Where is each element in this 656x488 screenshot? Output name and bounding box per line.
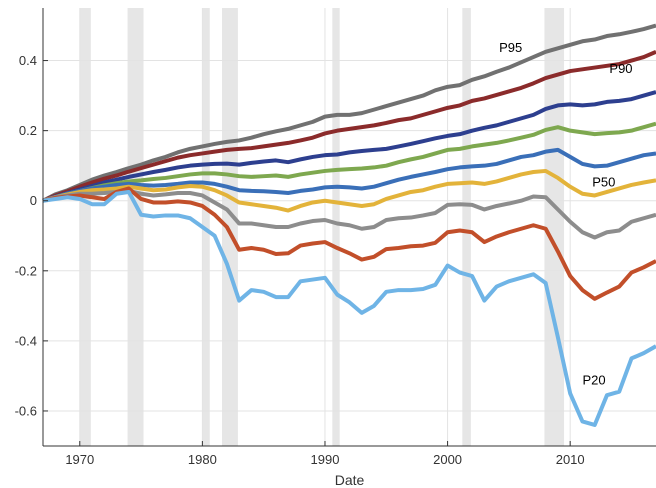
series-label-p90: P90 <box>609 61 632 76</box>
y-tick-label: -0.2 <box>15 263 37 278</box>
y-tick-label: 0.2 <box>19 123 37 138</box>
x-tick-label: 1990 <box>311 452 340 467</box>
y-tick-label: -0.6 <box>15 403 37 418</box>
series-line-p80 <box>42 90 656 203</box>
recession-band-3 <box>202 8 210 446</box>
recession-band-6 <box>462 8 471 446</box>
x-axis-title: Date <box>335 472 365 488</box>
series-line-p60 <box>42 147 656 203</box>
series-lines <box>42 23 656 427</box>
recession-band-1 <box>79 8 91 446</box>
series-line-p90 <box>42 49 656 203</box>
y-tick-label: -0.4 <box>15 333 37 348</box>
recession-band-4 <box>221 8 238 446</box>
series-label-p20: P20 <box>582 373 605 388</box>
series-line-p50 <box>42 168 656 213</box>
x-tick-label: 2010 <box>556 452 585 467</box>
series-line-p20 <box>42 189 656 427</box>
tick-labels: 1970 1980 1990 2000 2010 -0.6 -0.4 -0.2 0 0.2 0.4 <box>15 53 585 467</box>
series-label-p95: P95 <box>499 40 522 55</box>
y-tick-label: 0.4 <box>19 53 37 68</box>
x-tick-label: 1970 <box>65 452 94 467</box>
series-line-p40 <box>42 188 656 240</box>
x-tick-label: 1980 <box>188 452 217 467</box>
series-labels: P95 P90 P50 P20 <box>499 40 632 388</box>
y-tick-label: 0 <box>30 193 37 208</box>
axes <box>42 8 656 447</box>
recession-band-5 <box>332 8 340 446</box>
series-label-p50: P50 <box>592 175 615 190</box>
series-line-p95 <box>42 23 656 203</box>
x-tick-label: 2000 <box>433 452 462 467</box>
recession-band-2 <box>127 8 144 446</box>
series-line-p70 <box>42 121 656 203</box>
series-line-p30 <box>42 186 656 301</box>
